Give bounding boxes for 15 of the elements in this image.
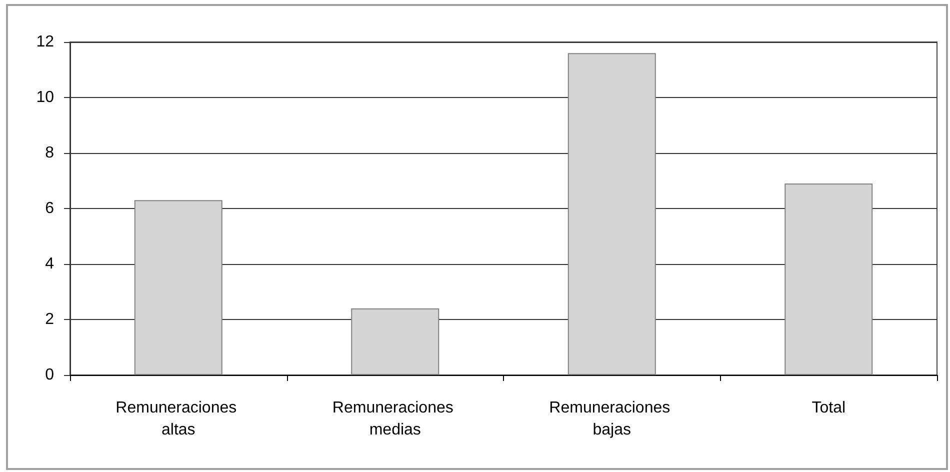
y-tick-label: 12 [36,34,54,50]
bar [351,308,440,375]
y-tick-label: 8 [45,144,54,162]
y-tick-label: 2 [45,311,54,328]
bar [784,184,873,375]
y-tick-label: 4 [45,256,54,272]
bar [134,200,222,375]
y-tick-label: 0 [45,366,54,384]
x-tick-label: Remuneraciones bajas [549,400,675,438]
bar [568,53,656,375]
x-tick-label: Remuneraciones altas [116,400,242,438]
x-tick-label: Total [812,400,846,416]
y-tick-label: 6 [45,200,54,217]
x-tick-label: Remuneraciones medias [332,400,458,438]
y-tick-label: 10 [36,89,54,106]
